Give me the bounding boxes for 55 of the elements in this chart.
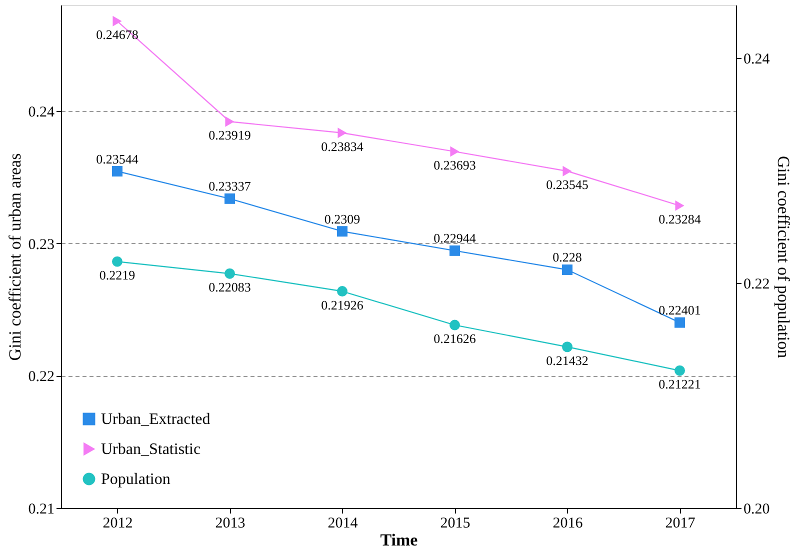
y2-tick-label: 0.22 xyxy=(744,276,770,292)
x-tick-label: 2015 xyxy=(440,516,470,532)
x-tick-label: 2012 xyxy=(102,516,133,532)
legend-label: Urban_Extracted xyxy=(101,411,210,428)
point xyxy=(450,320,460,330)
y-axis-title: Gini coefficient of urban areas xyxy=(5,153,24,361)
y-tick-label: 0.24 xyxy=(28,104,55,120)
point xyxy=(562,342,572,352)
data-label: 0.24678 xyxy=(96,27,138,42)
y-tick-label: 0.23 xyxy=(28,236,54,253)
point xyxy=(225,116,234,127)
point xyxy=(562,166,572,176)
point xyxy=(337,286,348,297)
point xyxy=(112,16,122,26)
data-label: 0.2219 xyxy=(99,268,136,283)
point xyxy=(450,146,460,157)
y2-tick-label: 0.24 xyxy=(744,51,770,68)
point xyxy=(675,200,684,211)
x-axis-title: Time xyxy=(380,530,418,550)
point xyxy=(337,226,348,237)
data-label: 0.23919 xyxy=(208,128,251,143)
point xyxy=(674,317,685,328)
data-label: 0.22083 xyxy=(208,280,251,295)
data-label: 0.228 xyxy=(552,250,582,265)
data-label: 0.22944 xyxy=(434,230,476,246)
data-label: 0.23544 xyxy=(96,151,139,166)
point xyxy=(450,245,460,256)
x-tick-label: 2014 xyxy=(328,516,358,532)
data-label: 0.21221 xyxy=(658,376,701,392)
point xyxy=(338,128,347,138)
point xyxy=(112,256,122,267)
data-label: 0.23284 xyxy=(658,212,702,227)
y2-axis-title: Gini coefficient of population xyxy=(774,156,793,359)
data-label: 0.22401 xyxy=(658,302,701,318)
point xyxy=(562,264,572,275)
data-label: 0.23337 xyxy=(208,178,252,194)
legend-label: Urban_Statistic xyxy=(101,441,201,458)
point xyxy=(674,365,685,376)
x-tick-label: 2013 xyxy=(215,516,246,532)
data-label: 0.23545 xyxy=(546,177,588,192)
x-tick-label: 2016 xyxy=(552,516,584,532)
data-label: 0.2309 xyxy=(324,211,360,226)
point xyxy=(224,193,235,204)
y2-tick-label: 0.20 xyxy=(744,502,770,518)
data-label: 0.23834 xyxy=(321,138,364,154)
data-label: 0.23693 xyxy=(434,158,476,173)
point xyxy=(112,166,122,176)
legend-label: Population xyxy=(101,471,170,488)
data-label: 0.21926 xyxy=(321,297,364,312)
y-tick-label: 0.21 xyxy=(28,502,54,518)
data-label: 0.21432 xyxy=(546,352,588,368)
data-label: 0.21626 xyxy=(434,331,476,346)
y-tick-label: 0.22 xyxy=(28,369,54,386)
x-tick-label: 2017 xyxy=(665,516,696,532)
point xyxy=(224,268,235,279)
